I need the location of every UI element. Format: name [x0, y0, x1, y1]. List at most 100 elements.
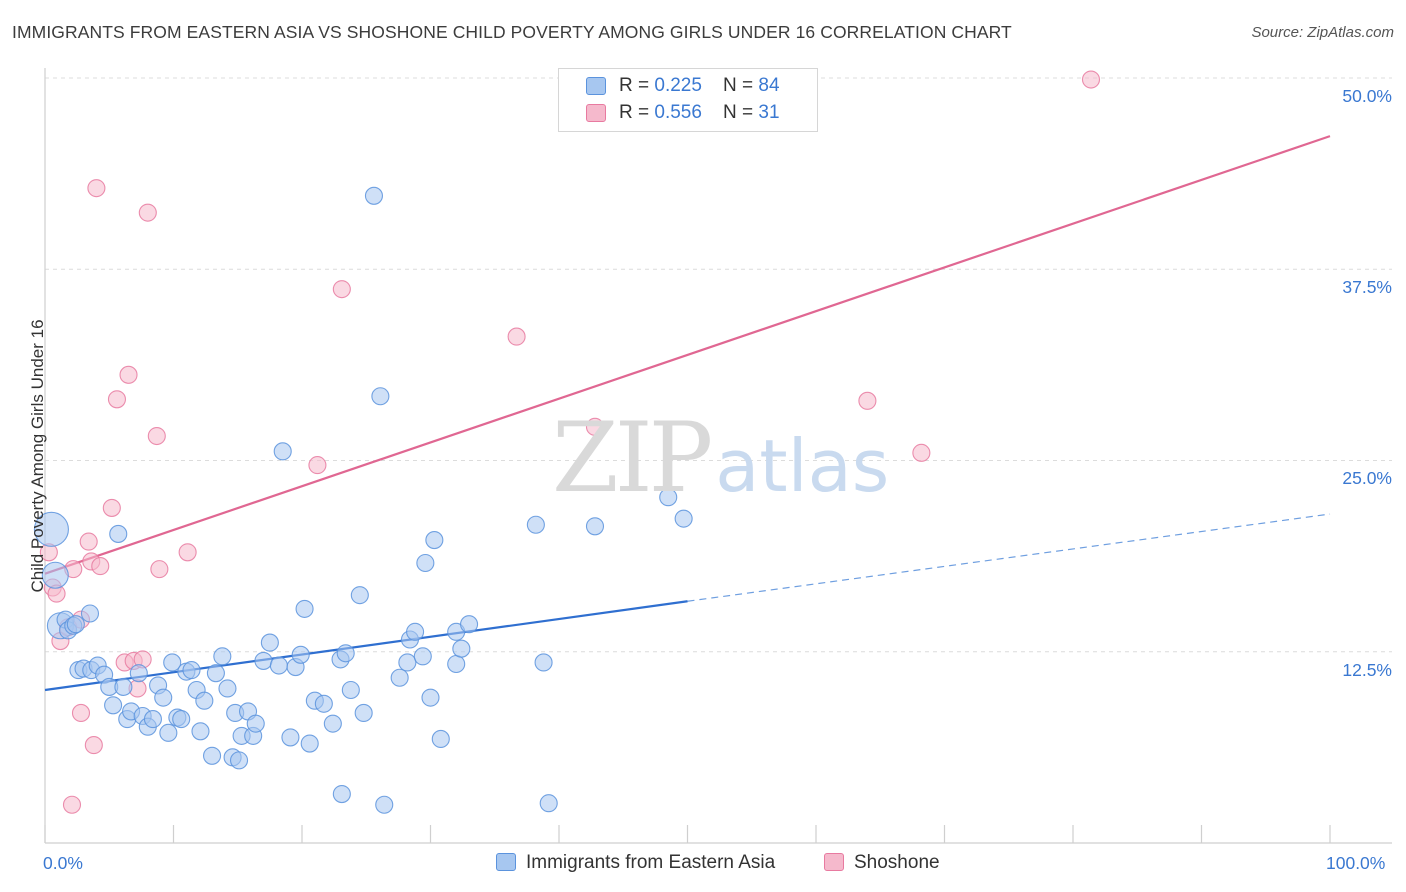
source-link[interactable]: Source: ZipAtlas.com: [1251, 24, 1394, 41]
axes: [44, 68, 1392, 844]
data-point-series1: [213, 647, 232, 666]
data-point-series1: [281, 728, 300, 747]
data-point-series1: [390, 668, 409, 687]
bottom-legend-swatch-series1: [496, 853, 516, 871]
data-point-series1: [323, 714, 342, 733]
legend-n-value: 31: [758, 102, 780, 123]
data-point-series1: [66, 615, 85, 634]
data-point-series1: [421, 688, 440, 707]
data-point-series1: [674, 509, 693, 528]
x-tick-label-min: 0.0%: [43, 853, 83, 873]
data-point-series1: [182, 661, 201, 680]
data-point-series1: [295, 599, 314, 618]
data-point-series1: [191, 722, 210, 741]
data-point-series1: [459, 615, 479, 634]
data-point-series2: [585, 417, 605, 436]
y-axis-label: Child Poverty Among Girls Under 16: [28, 319, 47, 593]
data-point-series1: [203, 746, 222, 765]
data-point-series1: [269, 656, 288, 675]
data-point-series1: [336, 644, 355, 663]
data-point-series1: [129, 664, 148, 683]
bottom-legend-series2[interactable]: Shoshone: [824, 852, 940, 876]
legend-n-value: 84: [758, 75, 780, 96]
data-point-series1: [172, 710, 191, 729]
data-point-series1: [195, 691, 214, 710]
legend-swatch-series2: [586, 104, 606, 122]
data-point-series1: [33, 511, 69, 547]
y-tick-label: 50.0%: [1342, 86, 1392, 106]
data-point-series1: [371, 387, 390, 406]
bottom-legend-label-series2: Shoshone: [854, 852, 940, 873]
data-point-series1: [416, 553, 435, 573]
legend-n-label: N =: [723, 102, 759, 123]
data-point-series1: [109, 524, 128, 543]
data-point-series1: [159, 723, 178, 742]
data-point-series1: [314, 694, 333, 713]
data-point-series1: [104, 696, 123, 715]
data-point-series1: [413, 647, 432, 666]
data-point-series1: [218, 679, 237, 698]
data-point-series1: [539, 794, 558, 813]
data-point-series2: [858, 391, 877, 410]
data-point-series1: [143, 710, 162, 729]
grid-lines: [45, 77, 1392, 653]
data-points: [33, 70, 1101, 814]
data-point-series1: [406, 622, 425, 641]
data-point-series1: [375, 795, 394, 814]
legend-r-value: 0.556: [654, 102, 702, 123]
data-point-series1: [154, 688, 173, 707]
data-point-series2: [79, 532, 98, 551]
legend-r-value: 0.225: [654, 75, 702, 96]
trend-line-series2: [44, 135, 1331, 575]
data-point-series2: [62, 795, 82, 814]
data-point-series2: [102, 498, 121, 517]
legend-swatch-series1: [586, 77, 606, 95]
data-point-series2: [912, 443, 931, 462]
data-point-series2: [84, 736, 103, 755]
data-point-series1: [229, 751, 249, 770]
trend-lines: [44, 135, 1331, 692]
data-point-series1: [260, 633, 279, 652]
data-point-series2: [91, 557, 110, 576]
data-point-series2: [178, 543, 197, 562]
watermark: ZIPatlas: [552, 402, 889, 514]
data-point-series2: [332, 280, 351, 299]
data-point-series2: [71, 703, 91, 723]
y-tick-label: 25.0%: [1342, 468, 1392, 488]
data-point-series1: [398, 653, 417, 672]
x-tick-label-max: 100.0%: [1326, 853, 1386, 873]
watermark-atlas: atlas: [715, 424, 890, 508]
legend-r-label: R =: [619, 75, 655, 96]
trend-line-series1-extension: [687, 513, 1331, 602]
data-point-series1: [364, 186, 384, 205]
legend-stats-series2: R = 0.556 N = 31: [619, 102, 780, 124]
data-point-series1: [41, 561, 69, 589]
data-point-series1: [114, 677, 133, 696]
data-point-series2: [507, 327, 526, 346]
data-point-series1: [206, 664, 225, 683]
data-point-series1: [447, 654, 466, 674]
data-point-series1: [431, 729, 450, 749]
watermark-zip: ZIP: [552, 402, 713, 514]
bottom-legend-series1[interactable]: Immigrants from Eastern Asia: [496, 852, 775, 876]
data-point-series2: [147, 426, 166, 446]
data-point-series1: [452, 639, 471, 658]
data-point-series1: [163, 653, 182, 672]
data-point-series1: [332, 784, 351, 804]
data-point-series1: [246, 714, 265, 733]
legend-n-label: N =: [723, 75, 759, 96]
trend-line-series1: [44, 600, 688, 692]
data-point-series1: [354, 703, 373, 723]
y-tick-label: 37.5%: [1342, 277, 1392, 297]
legend-r-label: R =: [619, 102, 655, 123]
data-point-series1: [585, 517, 605, 536]
data-point-series2: [150, 560, 169, 579]
data-point-series1: [425, 531, 444, 550]
data-point-series2: [138, 203, 157, 222]
bottom-legend-swatch-series2: [824, 853, 844, 871]
data-point-series1: [300, 734, 319, 753]
data-point-series1: [341, 680, 360, 700]
data-point-series2: [107, 390, 127, 409]
data-point-series1: [350, 586, 369, 605]
